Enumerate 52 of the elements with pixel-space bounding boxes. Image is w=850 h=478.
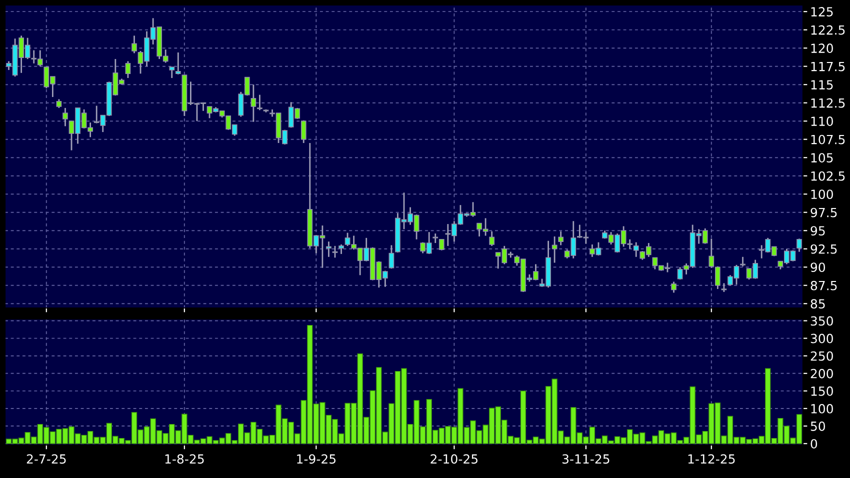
y-tick-label: 350 bbox=[810, 316, 833, 326]
y-tick-label: 105 bbox=[811, 153, 833, 163]
y-tick-label: 50 bbox=[810, 422, 826, 431]
candlestick bbox=[332, 245, 338, 258]
candlestick bbox=[300, 120, 306, 144]
y-tick-label: 100 bbox=[811, 190, 833, 200]
candlestick bbox=[326, 240, 332, 258]
y-tick-label: 115 bbox=[811, 80, 833, 90]
candlestick bbox=[671, 281, 676, 294]
candlestick bbox=[796, 238, 802, 252]
y-tick-label: 112.5 bbox=[811, 98, 845, 108]
x-tick-label: 3-11-25 bbox=[562, 454, 610, 464]
y-tick-label: 120 bbox=[811, 44, 833, 54]
candlestick bbox=[338, 244, 344, 255]
candlestick bbox=[438, 238, 444, 252]
y-tick-label: 122.5 bbox=[811, 25, 845, 35]
y-tick-label: 87.5 bbox=[810, 280, 837, 290]
candlestick bbox=[257, 94, 262, 111]
y-tick-label: 300 bbox=[810, 334, 833, 344]
candlestick bbox=[175, 52, 181, 76]
candlestick bbox=[432, 232, 438, 244]
candlestick bbox=[62, 107, 68, 127]
y-tick-label: 85 bbox=[810, 299, 825, 309]
y-tick-label: 107.5 bbox=[811, 134, 845, 144]
x-tick-label: 1-9-25 bbox=[297, 454, 336, 464]
y-tick-label: 125 bbox=[811, 7, 833, 16]
y-tick-label: 95 bbox=[810, 226, 825, 236]
y-tick-label: 97.5 bbox=[810, 208, 837, 218]
candlestick bbox=[125, 60, 131, 79]
x-tick-label: 1-12-25 bbox=[688, 454, 735, 464]
candlestick bbox=[250, 84, 256, 123]
candlestick bbox=[489, 230, 495, 247]
y-tick-label: 102.5 bbox=[811, 171, 845, 181]
y-tick-label: 90 bbox=[810, 262, 826, 272]
y-tick-label: 92.5 bbox=[810, 244, 837, 254]
x-tick-label: 2-10-25 bbox=[430, 454, 478, 464]
x-tick-label: 2-7-25 bbox=[26, 454, 66, 464]
candlestick bbox=[169, 66, 175, 79]
x-tick-label: 1-8-25 bbox=[165, 454, 204, 464]
y-tick-label: 150 bbox=[811, 386, 833, 396]
candlestick bbox=[740, 256, 746, 268]
y-tick-label: 100 bbox=[811, 404, 833, 414]
candlestick bbox=[633, 242, 639, 258]
y-tick-label: 110 bbox=[811, 116, 833, 126]
candlestick bbox=[558, 230, 564, 246]
y-tick-label: 0 bbox=[810, 439, 818, 449]
candlestick bbox=[388, 244, 394, 270]
candlestick bbox=[132, 34, 137, 54]
y-tick-label: 200 bbox=[810, 368, 833, 378]
candlestick bbox=[552, 236, 558, 264]
y-tick-label: 117.5 bbox=[811, 62, 845, 72]
y-tick-label: 250 bbox=[810, 351, 833, 361]
